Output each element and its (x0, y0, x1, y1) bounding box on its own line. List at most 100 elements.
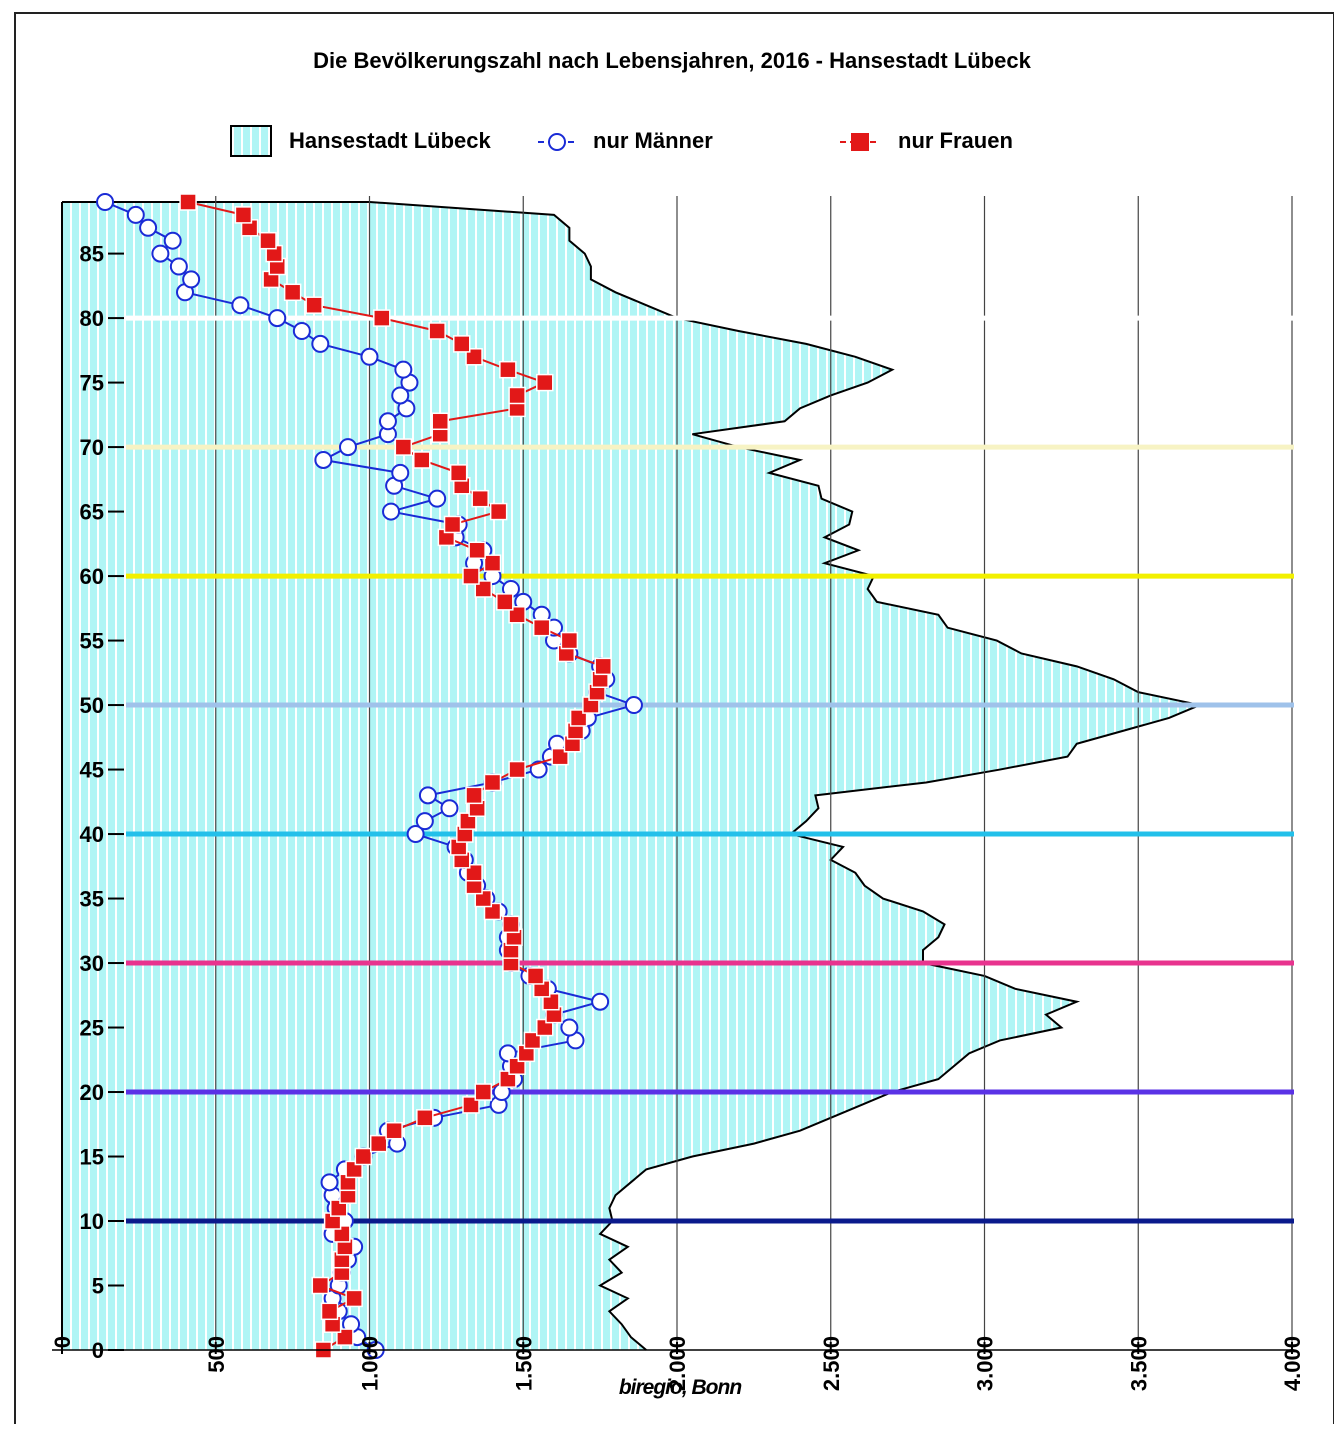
men-point-42 (440, 799, 459, 818)
men-point-77 (360, 347, 379, 366)
men-point-41 (415, 812, 434, 831)
women-point-78 (453, 335, 471, 353)
reference-lines (126, 315, 1294, 1224)
women-point-9 (333, 1225, 351, 1243)
men-point-13 (320, 1173, 339, 1192)
chart-title: Die Bevölkerungszahl nach Lebensjahren, … (313, 48, 1031, 73)
women-point-18 (416, 1109, 434, 1127)
women-point-33 (502, 915, 520, 934)
men-point-65 (382, 502, 401, 521)
y-tick-label-30: 30 (80, 951, 104, 976)
women-point-37 (465, 863, 483, 882)
y-tick-label-55: 55 (80, 629, 104, 654)
source-credit: biregio, Bonn (560, 1376, 800, 1400)
men-point-79 (292, 321, 311, 340)
women-point-49 (569, 709, 588, 727)
women-point-20 (474, 1083, 493, 1101)
y-tick-label-20: 20 (80, 1080, 104, 1105)
area-fill (62, 202, 1200, 1350)
y-tick-label-25: 25 (80, 1016, 104, 1041)
women-point-27 (542, 992, 560, 1011)
men-point-25 (560, 1018, 579, 1037)
women-point-72 (431, 412, 449, 431)
women-point-58 (496, 593, 514, 611)
women-point-3 (320, 1302, 339, 1321)
men-point-88 (126, 205, 145, 224)
women-point-45 (508, 760, 526, 779)
axis-layer: 051015202530354045505560657075808505001.… (50, 242, 1305, 1391)
women-point-29 (526, 967, 545, 985)
women-point-11 (330, 1199, 348, 1217)
women-point-53 (594, 657, 612, 676)
men-point-23 (498, 1044, 517, 1063)
y-tick-label-75: 75 (80, 371, 104, 396)
women-point-86 (259, 231, 277, 250)
y-tick-label-10: 10 (80, 1209, 104, 1234)
y-tick-label-40: 40 (80, 822, 104, 847)
legend-marker-women (851, 133, 869, 151)
men-point-76 (394, 360, 413, 379)
men-point-84 (169, 257, 188, 276)
women-point-17 (385, 1121, 403, 1140)
men-point-87 (139, 218, 158, 237)
y-tick-label-35: 35 (80, 887, 104, 912)
women-point-89 (179, 193, 197, 211)
legend-label-men: nur Männer (593, 128, 713, 153)
y-tick-label-5: 5 (92, 1274, 104, 1299)
men-point-68 (391, 463, 410, 482)
women-point-21 (499, 1070, 517, 1088)
legend-marker-men (548, 133, 566, 151)
women-point-69 (413, 451, 431, 469)
women-point-81 (305, 296, 323, 314)
women-point-64 (443, 515, 462, 534)
women-point-82 (283, 283, 302, 302)
women-point-55 (560, 631, 579, 650)
women-point-43 (465, 786, 483, 805)
men-point-40 (406, 825, 425, 844)
men-point-70 (338, 438, 357, 457)
y-tick-label-65: 65 (80, 500, 104, 525)
series-women (179, 193, 612, 1359)
women-point-34 (483, 902, 502, 921)
women-point-60 (462, 567, 480, 585)
men-point-27 (591, 992, 610, 1011)
men-point-86 (163, 231, 182, 250)
women-point-14 (345, 1160, 363, 1179)
women-point-41 (459, 812, 477, 830)
women-point-35 (474, 889, 493, 908)
women-point-62 (468, 541, 486, 560)
men-point-72 (378, 412, 397, 431)
women-point-5 (311, 1276, 330, 1295)
y-tick-label-85: 85 (80, 242, 104, 267)
men-point-89 (96, 193, 115, 211)
y-tick-label-70: 70 (80, 435, 104, 460)
women-point-61 (483, 554, 502, 572)
men-point-69 (314, 450, 333, 469)
legend-swatch-area (230, 125, 272, 157)
men-point-81 (231, 296, 250, 315)
women-point-65 (489, 502, 508, 521)
women-point-44 (483, 773, 502, 792)
women-point-15 (354, 1147, 373, 1166)
women-point-70 (394, 438, 413, 456)
women-point-79 (428, 322, 446, 340)
chart-frame (14, 12, 1334, 1424)
women-point-80 (373, 309, 391, 327)
men-point-50 (624, 696, 643, 715)
men-point-85 (151, 244, 170, 263)
source-credit-text: biregio, Bonn (618, 1376, 742, 1399)
women-point-4 (345, 1289, 363, 1308)
women-point-57 (508, 606, 526, 624)
men-point-80 (268, 309, 287, 328)
area-outline (369, 201, 1204, 1351)
women-point-19 (462, 1096, 480, 1114)
y-tick-label-80: 80 (80, 306, 104, 331)
legend (230, 125, 880, 157)
x-tick-label-500: 500 (204, 1336, 229, 1373)
area-layer (61, 201, 1204, 1351)
women-point-74 (508, 386, 526, 405)
women-point-25 (536, 1018, 554, 1037)
women-point-46 (551, 747, 569, 766)
women-point-56 (532, 618, 551, 637)
